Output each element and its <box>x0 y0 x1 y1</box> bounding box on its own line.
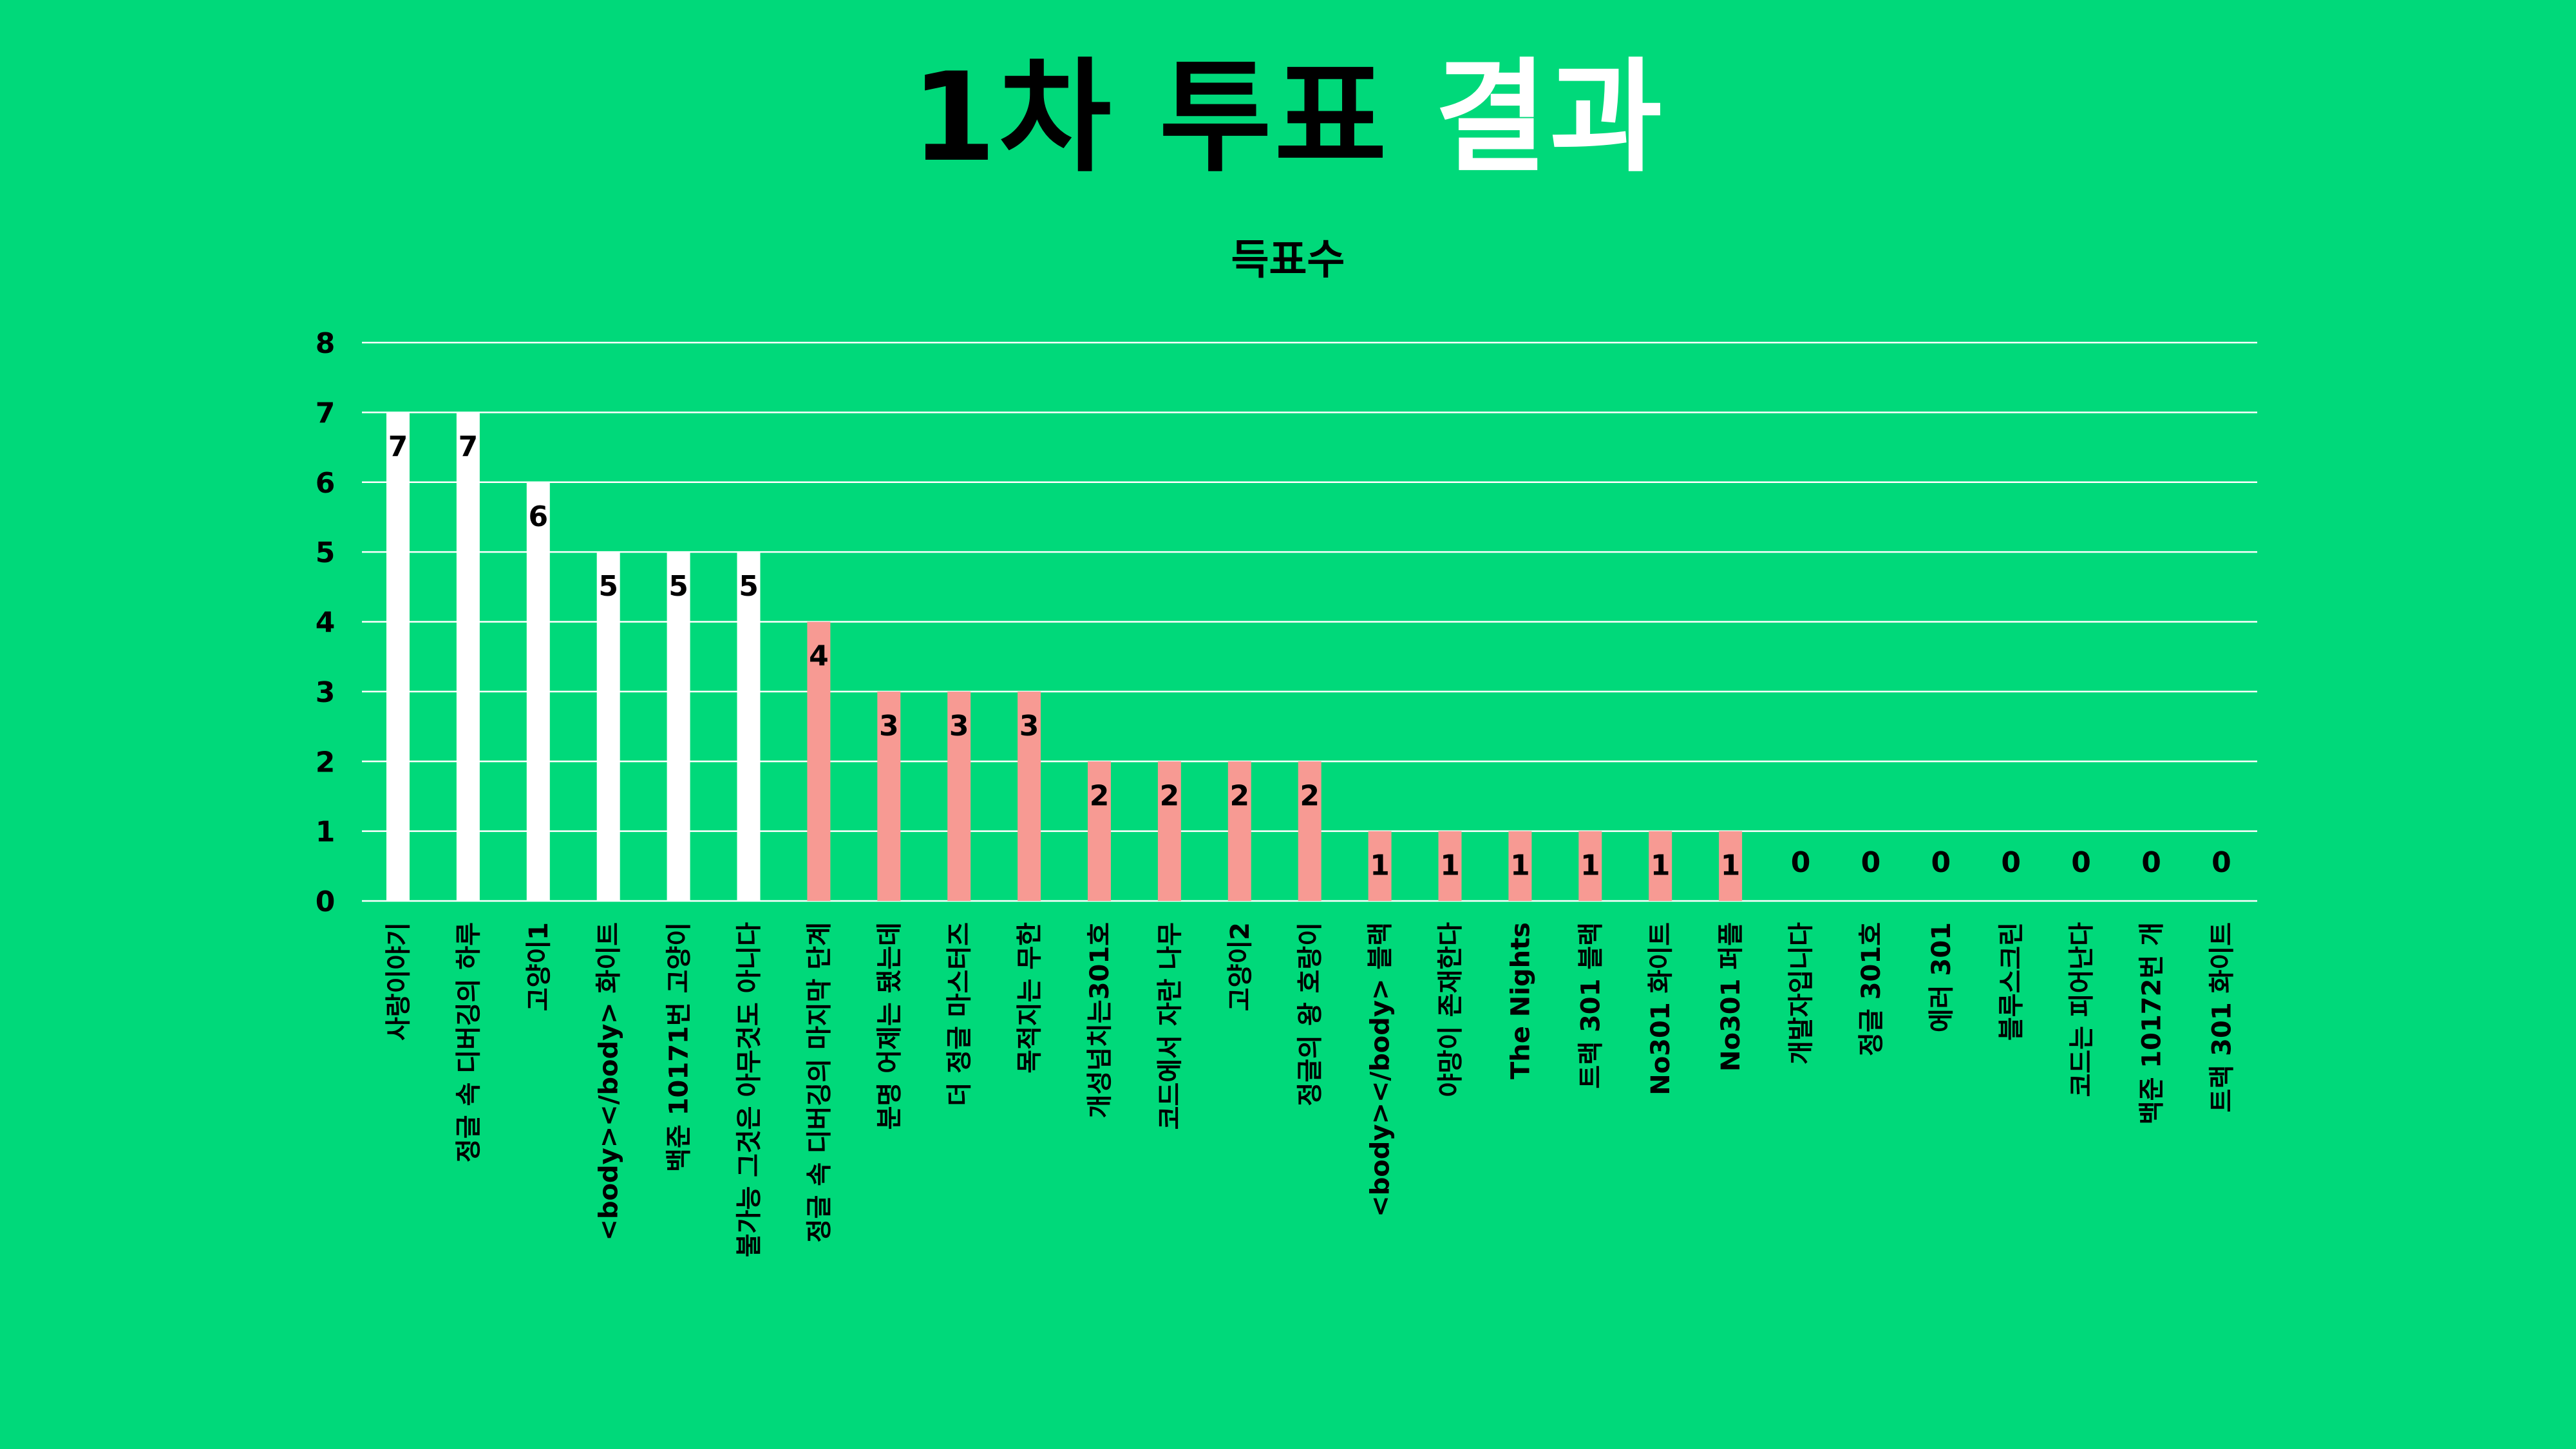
chart-title: 득표수 <box>1231 236 1345 284</box>
data-labels: 7 7 6 5 5 5 4 3 3 3 2 2 2 2 1 1 1 1 1 1 0 0 0 0 0 0 0 <box>388 430 2231 882</box>
data-label: 2 <box>1160 779 1180 812</box>
data-label: 0 <box>1931 846 1951 879</box>
data-label: 3 <box>879 710 899 743</box>
bar <box>1649 831 1672 901</box>
data-label: 4 <box>809 640 829 673</box>
data-label: 1 <box>1510 849 1530 882</box>
y-tick-label: 7 <box>316 397 336 430</box>
bar <box>877 691 901 901</box>
x-tick-label: No301 퍼플 <box>1716 922 1746 1072</box>
x-tick-label: 불가능 그것은 아무것도 아니다 <box>735 922 764 1257</box>
bar <box>1578 831 1602 901</box>
data-label: 3 <box>1019 710 1039 743</box>
data-label: 0 <box>1791 846 1811 879</box>
bar <box>526 482 550 901</box>
bar <box>1157 761 1181 901</box>
bars <box>386 412 1743 901</box>
y-tick-label: 8 <box>316 327 336 360</box>
x-axis-ticks: 사랑이야기 정글 속 디버깅의 하루 고양이1 <body></body> 화이트 백준… <box>384 922 2237 1257</box>
x-tick-label: 트랙 301 블랙 <box>1576 922 1605 1089</box>
x-tick-label: 목적지는 무한 <box>1015 922 1045 1074</box>
data-label: 0 <box>2001 846 2021 879</box>
bar <box>596 552 620 901</box>
x-tick-label: 야망이 존재한다 <box>1436 922 1466 1097</box>
y-tick-label: 4 <box>316 607 336 639</box>
x-tick-label: No301 화이트 <box>1646 922 1676 1095</box>
bar <box>456 412 480 901</box>
y-axis-ticks: 0 1 2 3 4 5 6 7 8 <box>316 327 336 918</box>
x-tick-label: 분명 어제는 됐는데 <box>875 922 904 1130</box>
x-tick-label: 코드에서 자란 나무 <box>1155 922 1185 1130</box>
bar <box>1018 691 1041 901</box>
data-label: 5 <box>668 570 688 603</box>
x-tick-label: 정글 속 디버깅의 마지막 단계 <box>804 922 834 1242</box>
data-label: 5 <box>739 570 759 603</box>
x-tick-label: 정글 301호 <box>1857 922 1886 1056</box>
bar <box>667 552 690 901</box>
x-tick-label: 에러 301 <box>1927 922 1956 1032</box>
x-tick-label: 정글 속 디버깅의 하루 <box>454 922 484 1162</box>
x-tick-label: 정글의 왕 호랑이 <box>1296 922 1325 1106</box>
data-label: 7 <box>459 430 478 463</box>
y-tick-label: 6 <box>316 467 336 500</box>
data-label: 2 <box>1300 779 1320 812</box>
bar <box>1227 761 1251 901</box>
data-label: 0 <box>2211 846 2231 879</box>
bar <box>1368 831 1392 901</box>
data-label: 5 <box>598 570 618 603</box>
data-label: 1 <box>1721 849 1741 882</box>
data-label: 2 <box>1229 779 1249 812</box>
x-tick-label: 블루스크린 <box>1997 922 2027 1041</box>
title-part-2: 결과 <box>1434 46 1665 189</box>
data-label: 0 <box>2071 846 2091 879</box>
data-label: 1 <box>1370 849 1390 882</box>
x-tick-label: 백준 10172번 개 <box>2137 922 2167 1124</box>
bar <box>1088 761 1111 901</box>
x-tick-label: The Nights <box>1506 922 1535 1079</box>
bar <box>737 552 761 901</box>
bar <box>1298 761 1321 901</box>
y-tick-label: 2 <box>316 746 336 779</box>
x-tick-label: 개발자입니다 <box>1786 922 1816 1065</box>
x-tick-label: <body></body> 화이트 <box>594 922 624 1241</box>
data-label: 1 <box>1651 849 1671 882</box>
bar <box>807 621 831 901</box>
x-tick-label: 고양이2 <box>1226 922 1255 1011</box>
bar <box>1438 831 1462 901</box>
x-tick-label: 더 정글 마스터즈 <box>945 922 974 1106</box>
data-label: 1 <box>1440 849 1460 882</box>
data-label: 0 <box>2141 846 2161 879</box>
data-label: 6 <box>528 500 548 533</box>
y-tick-label: 1 <box>316 816 336 849</box>
title-part-1: 1차 투표 <box>911 46 1390 189</box>
data-label: 0 <box>1861 846 1881 879</box>
x-tick-label: 사랑이야기 <box>384 922 413 1041</box>
bar <box>947 691 971 901</box>
data-label: 1 <box>1580 849 1600 882</box>
data-label: 2 <box>1090 779 1110 812</box>
x-tick-label: 트랙 301 화이트 <box>2207 922 2237 1112</box>
y-tick-label: 5 <box>316 536 336 569</box>
page-title: 1차 투표 결과 <box>0 50 2576 185</box>
data-label: 3 <box>949 710 969 743</box>
data-label: 7 <box>388 430 408 463</box>
x-tick-label: 고양이1 <box>524 922 554 1011</box>
x-tick-label: 백준 10171번 고양이 <box>665 922 694 1172</box>
x-tick-label: 코드는 피어난다 <box>2067 922 2097 1097</box>
x-tick-label: 개성넘치는301호 <box>1085 922 1115 1118</box>
bar <box>386 412 410 901</box>
y-tick-label: 0 <box>316 886 336 918</box>
x-tick-label: <body></body> 블랙 <box>1366 922 1396 1217</box>
y-tick-label: 3 <box>316 676 336 709</box>
bar <box>1719 831 1743 901</box>
bar <box>1508 831 1532 901</box>
